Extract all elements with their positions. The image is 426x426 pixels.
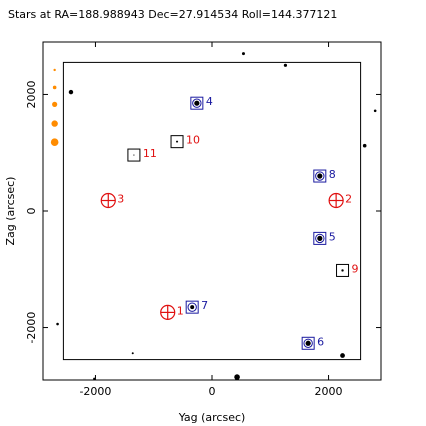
guide-star <box>317 173 323 179</box>
y-axis-ticks: -2000 0 2000 <box>25 80 381 344</box>
fid-light-label: 1 <box>177 304 184 317</box>
guide-star-ring <box>303 338 313 348</box>
guide-star-box <box>190 96 204 110</box>
fid-light-label: 2 <box>345 193 352 206</box>
field-star <box>340 353 345 358</box>
guide-star-label: 7 <box>201 299 208 312</box>
guide-star <box>194 100 200 106</box>
guide-star-label: 6 <box>317 335 324 348</box>
field-star <box>373 109 377 113</box>
fid-light-label: 3 <box>117 193 124 206</box>
acq-star-box <box>127 148 141 162</box>
guide-star-ring <box>192 98 202 108</box>
acq-star-label: 11 <box>143 147 157 160</box>
plot-frame <box>42 41 382 381</box>
acq-star-label: 10 <box>186 134 200 147</box>
guide-star-ring <box>187 302 197 312</box>
chart-title: Stars at RA=188.988943 Dec=27.914534 Rol… <box>8 8 337 21</box>
guide-star-box <box>301 336 315 350</box>
x-tick-label: 0 <box>209 385 216 398</box>
y-tick-label: 0 <box>25 208 38 215</box>
field-star <box>283 63 288 67</box>
field-star <box>68 89 74 95</box>
guide-star-box <box>185 300 199 314</box>
y-axis-label: Zag (arcsec) <box>4 177 17 246</box>
chart-marks: 4 8 5 7 6 10 11 9 3 2 1 <box>50 52 377 381</box>
acq-star <box>133 154 135 156</box>
magnitude-scale-dot <box>52 85 57 90</box>
magnitude-scale-dot <box>52 101 58 107</box>
ccd-boundary <box>62 61 362 361</box>
guide-star-ring <box>315 171 325 181</box>
x-tick-label: -2000 <box>79 385 111 398</box>
y-tick-label: -2000 <box>25 312 38 344</box>
field-star <box>241 52 245 56</box>
acq-star-box <box>170 135 184 149</box>
acq-star-label: 9 <box>352 262 359 275</box>
guide-star-box <box>313 169 327 183</box>
guide-star-box <box>313 231 327 245</box>
acq-star <box>176 140 179 143</box>
guide-star-label: 5 <box>329 230 336 243</box>
x-tick-label: 2000 <box>315 385 343 398</box>
y-tick-label: 2000 <box>25 80 38 108</box>
magnitude-scale-dot <box>51 120 58 127</box>
guide-star-ring <box>315 233 325 244</box>
x-axis-label: Yag (arcsec) <box>178 411 246 424</box>
guide-star-label: 8 <box>329 168 336 181</box>
magnitude-scale-dot <box>50 138 59 147</box>
field-star <box>362 143 367 148</box>
guide-star <box>305 340 311 346</box>
x-axis-ticks: -2000 0 2000 <box>79 42 343 398</box>
guide-star-label: 4 <box>206 95 213 108</box>
acq-star <box>341 269 344 272</box>
field-star <box>131 352 134 355</box>
magnitude-scale-dot <box>53 68 56 72</box>
guide-star <box>190 305 195 310</box>
guide-star <box>317 235 323 241</box>
field-star <box>234 374 240 380</box>
acq-star-box <box>336 263 350 277</box>
field-star <box>56 322 59 326</box>
field-star <box>93 377 96 381</box>
